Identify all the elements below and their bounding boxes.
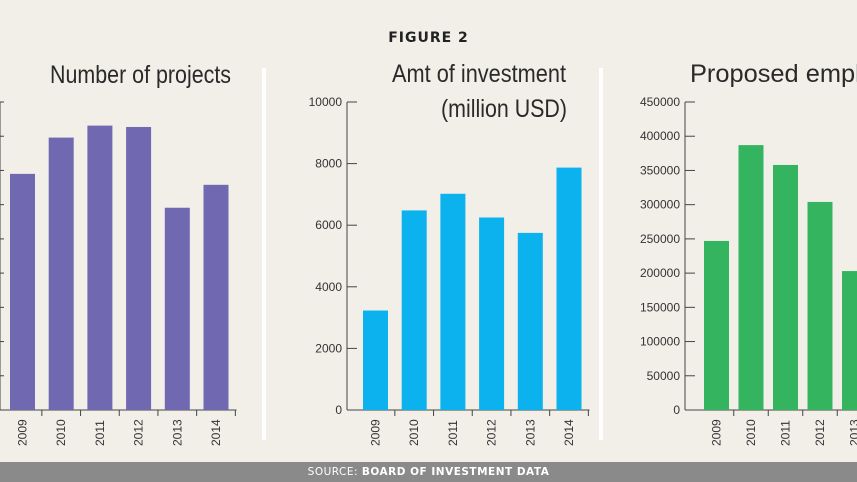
y-tick-label: 250000 <box>640 232 680 246</box>
x-tick-label: 2013 <box>848 419 857 446</box>
bar-2012 <box>479 217 505 410</box>
bar-2013 <box>842 271 857 410</box>
bar-2009 <box>363 310 388 410</box>
bar-2013 <box>517 232 543 410</box>
bar-2014 <box>203 184 229 410</box>
y-tick-label: 4000 <box>315 280 342 294</box>
x-tick-label: 2012 <box>132 419 146 446</box>
bar-2009 <box>10 173 35 410</box>
y-tick-label: 8000 <box>315 157 342 171</box>
y-tick-label: 10000 <box>309 95 343 109</box>
source-prefix: SOURCE: <box>307 466 362 478</box>
bar-2010 <box>401 210 427 410</box>
y-tick-label: 350000 <box>640 163 680 177</box>
x-tick-label: 2014 <box>209 419 223 446</box>
x-tick-label: 2009 <box>369 419 383 446</box>
y-tick-label: 50000 <box>647 369 681 383</box>
x-tick-label: 2013 <box>170 419 184 446</box>
x-tick-label: 2012 <box>813 419 827 446</box>
bar-2010 <box>48 137 74 410</box>
y-tick-label: 400000 <box>640 129 680 143</box>
bar-2010 <box>738 145 764 410</box>
chart-investment: Amt of investment (million USD) 0 2000 400… <box>309 60 590 446</box>
x-tick-label: 2010 <box>54 419 68 446</box>
x-tick-label: 2014 <box>562 419 576 446</box>
y-tick-label: 300000 <box>640 198 680 212</box>
source-name: BOARD OF INVESTMENT DATA <box>361 466 550 478</box>
chart-title-projects: Number of projects <box>50 61 231 89</box>
y-tick-label: 150000 <box>640 300 680 314</box>
y-tick-label: 450000 <box>640 95 680 109</box>
bar-2012 <box>126 126 152 410</box>
chart-title-employment: Proposed employment <box>690 60 857 88</box>
x-tick-label: 2011 <box>93 420 107 446</box>
bar-2011 <box>440 193 466 410</box>
x-tick-label: 2010 <box>744 419 758 446</box>
y-tick-label: 200000 <box>640 266 680 280</box>
x-tick-label: 2010 <box>407 419 421 446</box>
bar-2014 <box>556 167 582 410</box>
y-tick-label: 100000 <box>640 335 680 349</box>
chart-title-investment-line2: (million USD) <box>441 95 567 123</box>
y-tick-label: 0 <box>335 403 342 417</box>
x-tick-label: 2011 <box>779 420 793 446</box>
x-tick-label: 2009 <box>16 419 30 446</box>
bar-2009 <box>704 240 729 410</box>
y-tick-label: 6000 <box>315 218 342 232</box>
x-tick-label: 2011 <box>446 420 460 446</box>
bar-2011 <box>773 164 798 410</box>
bar-2012 <box>807 201 833 410</box>
x-tick-label: 2013 <box>523 419 537 446</box>
x-tick-label: 2012 <box>485 419 499 446</box>
figure-label: FIGURE 2 <box>388 30 469 46</box>
chart-employment: Proposed employment 0 50000 100000 150000 20… <box>640 60 857 446</box>
source-footer: SOURCE: BOARD OF INVESTMENT DATA <box>0 462 857 482</box>
bar-2013 <box>164 207 190 410</box>
bar-2011 <box>87 125 113 410</box>
y-tick-label: 2000 <box>315 341 342 355</box>
y-tick-label: 0 <box>673 403 680 417</box>
chart-title-investment-line1: Amt of investment <box>392 60 566 88</box>
chart-projects: Number of projects 2009 2010 2011 2012 2013 2… <box>0 61 237 446</box>
x-tick-label: 2009 <box>710 419 724 446</box>
